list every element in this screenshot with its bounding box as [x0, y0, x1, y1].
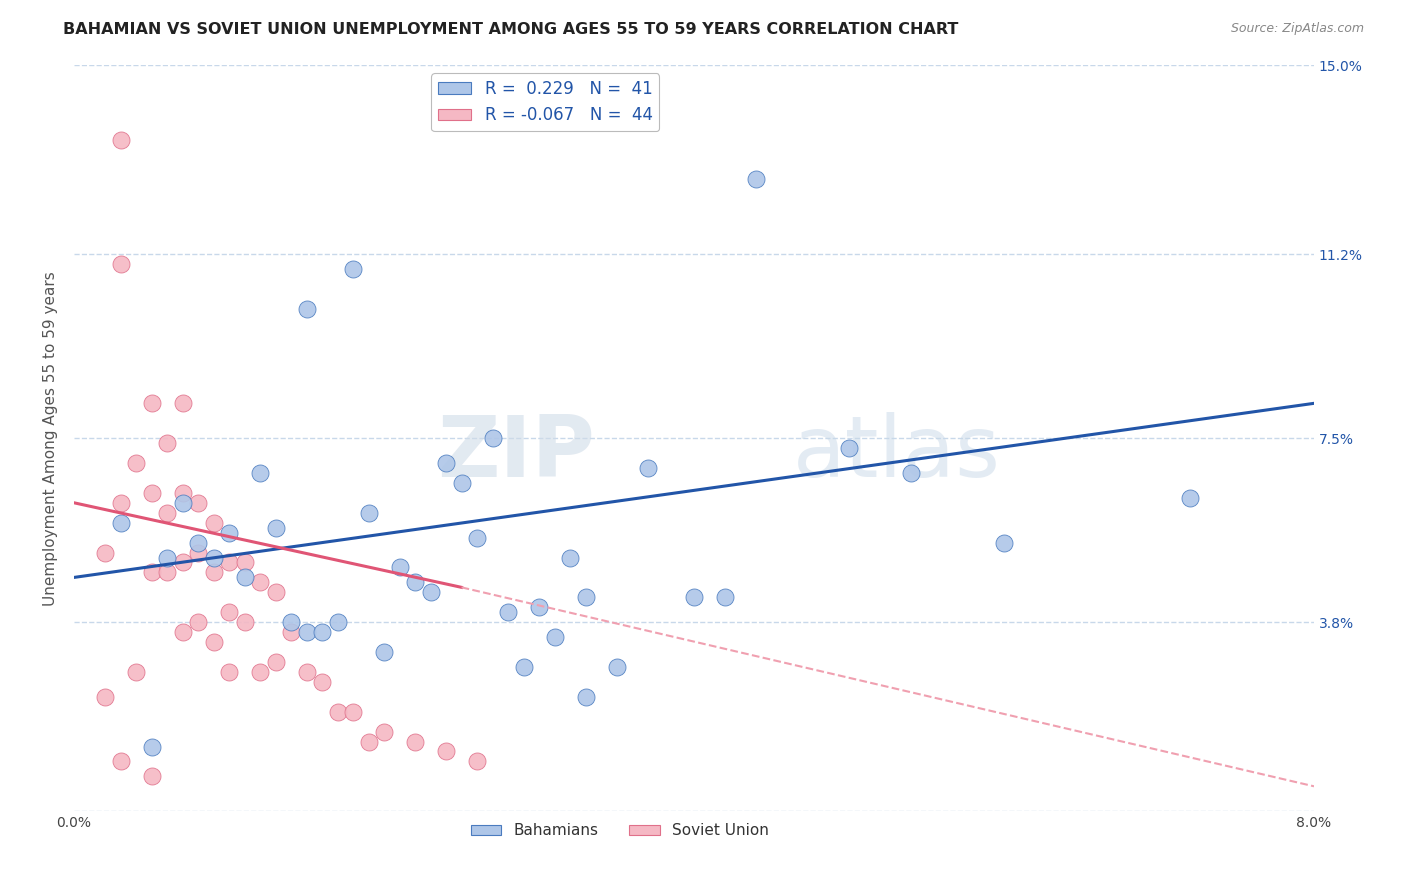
Point [388, 560, 411, 574]
Point [187, 496, 209, 510]
Point [110, 133, 132, 147]
Point [450, 475, 472, 490]
Text: Source: ZipAtlas.com: Source: ZipAtlas.com [1230, 22, 1364, 36]
Point [326, 615, 349, 630]
Point [249, 466, 271, 480]
Point [110, 257, 132, 271]
Point [110, 755, 132, 769]
Point [202, 550, 225, 565]
Point [141, 486, 163, 500]
Point [141, 396, 163, 410]
Point [187, 535, 209, 549]
Text: BAHAMIAN VS SOVIET UNION UNEMPLOYMENT AMONG AGES 55 TO 59 YEARS CORRELATION CHAR: BAHAMIAN VS SOVIET UNION UNEMPLOYMENT AM… [63, 22, 959, 37]
Point [172, 396, 194, 410]
Point [342, 705, 364, 719]
Point [187, 615, 209, 630]
Point [404, 575, 426, 590]
Point [574, 591, 596, 605]
Point [543, 630, 565, 644]
Point [295, 301, 318, 316]
Point [373, 645, 395, 659]
Point [110, 516, 132, 530]
Point [326, 705, 349, 719]
Point [434, 456, 457, 470]
Point [357, 734, 380, 748]
Point [249, 575, 271, 590]
Point [264, 585, 287, 599]
Point [342, 262, 364, 277]
Point [218, 605, 240, 619]
Point [311, 625, 333, 640]
Point [172, 556, 194, 570]
Point [574, 690, 596, 704]
Point [838, 441, 860, 455]
Point [745, 172, 768, 186]
Point [558, 550, 581, 565]
Point [637, 461, 659, 475]
Point [156, 550, 179, 565]
Legend: Bahamians, Soviet Union: Bahamians, Soviet Union [464, 817, 775, 845]
Point [264, 655, 287, 669]
Point [156, 566, 179, 580]
Point [512, 660, 534, 674]
Y-axis label: Unemployment Among Ages 55 to 59 years: Unemployment Among Ages 55 to 59 years [44, 271, 58, 606]
Point [125, 456, 148, 470]
Point [141, 739, 163, 754]
Point [233, 615, 256, 630]
Point [404, 734, 426, 748]
Point [249, 665, 271, 679]
Point [218, 556, 240, 570]
Point [1178, 491, 1201, 505]
Point [683, 591, 706, 605]
Text: ZIP: ZIP [437, 411, 595, 494]
Point [465, 755, 488, 769]
Point [233, 570, 256, 584]
Point [606, 660, 628, 674]
Point [202, 635, 225, 649]
Point [172, 625, 194, 640]
Point [202, 566, 225, 580]
Point [714, 591, 737, 605]
Point [156, 436, 179, 450]
Point [419, 585, 441, 599]
Point [233, 556, 256, 570]
Point [280, 625, 302, 640]
Point [218, 525, 240, 540]
Point [373, 724, 395, 739]
Point [94, 690, 117, 704]
Point [280, 615, 302, 630]
Point [434, 744, 457, 758]
Point [172, 486, 194, 500]
Point [264, 521, 287, 535]
Point [156, 506, 179, 520]
Point [295, 625, 318, 640]
Point [94, 545, 117, 559]
Point [172, 496, 194, 510]
Point [141, 769, 163, 783]
Point [295, 665, 318, 679]
Point [141, 566, 163, 580]
Point [527, 600, 550, 615]
Text: atlas: atlas [793, 411, 1001, 494]
Point [218, 665, 240, 679]
Point [187, 545, 209, 559]
Point [496, 605, 519, 619]
Point [357, 506, 380, 520]
Point [465, 531, 488, 545]
Point [110, 496, 132, 510]
Point [125, 665, 148, 679]
Point [481, 431, 503, 445]
Point [202, 516, 225, 530]
Point [993, 535, 1015, 549]
Point [311, 674, 333, 689]
Point [900, 466, 922, 480]
